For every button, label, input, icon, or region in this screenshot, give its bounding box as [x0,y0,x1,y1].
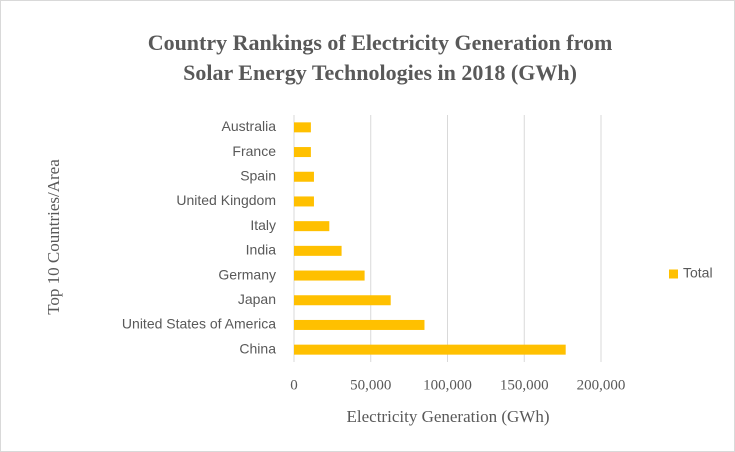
bar [294,196,314,207]
y-tick-label: Australia [222,118,277,134]
bar [294,295,391,306]
bar [294,147,311,158]
y-tick-label: United States of America [122,316,276,332]
bar [294,245,342,256]
y-tick-label: Germany [218,266,276,282]
x-tick-label: 200,000 [577,377,626,393]
y-tick-label: France [232,143,276,159]
y-tick-label: Japan [238,291,276,307]
y-tick-label: United Kingdom [176,192,276,208]
bar [294,319,425,330]
y-tick-label: China [239,340,276,356]
y-tick-label: Italy [250,217,276,233]
x-tick-label: 50,000 [350,377,391,393]
bar [294,221,330,232]
x-axis-label: Electricity Generation (GWh) [347,407,550,426]
bar [294,122,311,133]
chart-title: Country Rankings of Electricity Generati… [148,30,613,55]
legend-label: Total [683,265,713,281]
x-tick-label: 0 [290,377,298,393]
bar [294,344,566,355]
y-axis-label: Top 10 Countries/Area [44,159,63,315]
legend-swatch [669,269,678,279]
chart-title: Solar Energy Technologies in 2018 (GWh) [183,60,577,85]
x-tick-label: 150,000 [500,377,549,393]
bar [294,171,314,182]
y-tick-label: Spain [240,167,276,183]
x-tick-label: 100,000 [423,377,472,393]
bar [294,270,365,281]
y-tick-label: India [246,242,277,258]
